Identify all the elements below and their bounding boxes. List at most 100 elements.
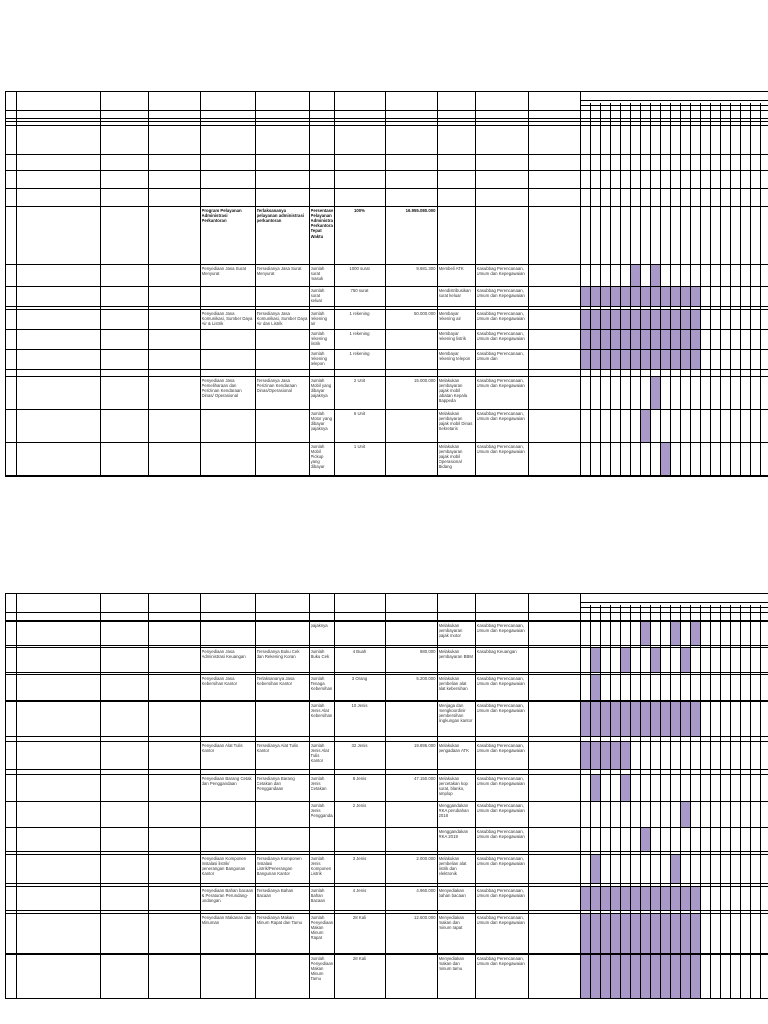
schedule-shade	[640, 286, 650, 306]
grid-line	[650, 103, 651, 476]
cell-ind: Jumlah Tenaga Kebersihan	[310, 675, 333, 691]
grid-line	[5, 309, 768, 310]
cell-pj: Kasubbag Perencanaan, Umum dan Kepegawai…	[476, 775, 525, 786]
grid-line	[5, 886, 768, 887]
cell-tgt: 10 Jenis	[351, 702, 368, 708]
schedule-shade	[590, 329, 600, 349]
grid-line	[5, 118, 768, 119]
cell-tgt: 1 rekening	[349, 310, 370, 316]
cell-act: Melakukan pembayaran BBM	[438, 648, 473, 659]
schedule-shade	[580, 329, 590, 349]
cell-tgt: 1000 surat	[349, 265, 370, 271]
schedule-shade	[660, 286, 670, 306]
cell-prog: Penyediaan Komponen Instalasi listrik/ p…	[201, 855, 247, 877]
schedule-shade	[610, 329, 620, 349]
cell-ind: Jumlah Bahan Bacaan	[310, 887, 326, 903]
schedule-shade	[630, 309, 640, 329]
cell-prog: Penyediaan Jasa Surat Menyurat	[201, 265, 246, 276]
grid-line	[528, 91, 529, 476]
cell-pj: Kasubbag Perencanaan, Umum dan Kepegawai…	[476, 855, 525, 866]
schedule-shade	[620, 309, 630, 329]
grid-line	[700, 103, 701, 476]
schedule-shade	[680, 801, 690, 827]
cell-pj: Kasubbag Perencanaan, Umum dan Kepegawai…	[476, 622, 525, 633]
cell-ind: Jumlah Motor yang dibayar pajaknya	[310, 410, 333, 432]
schedule-shade	[690, 349, 700, 369]
cell-ind: Persentase Pelayanan Administrasi Perkan…	[310, 207, 333, 239]
schedule-shade	[650, 954, 660, 998]
cell-tgt: 4 Buah	[352, 648, 367, 654]
grid-line	[760, 103, 761, 476]
cell-act: Melakukan pembelian alat alat kebersihan	[438, 675, 468, 691]
schedule-shade	[630, 701, 640, 736]
grid-line	[5, 125, 768, 126]
cell-prog: Penyediaan Bahan bacaan & Peraturan Peru…	[201, 887, 254, 903]
cell-out: Tersedianya Makan Minum Rapat dan Tamu	[256, 914, 303, 925]
schedule-shade	[690, 701, 700, 736]
schedule-shade	[690, 329, 700, 349]
schedule-shade	[620, 286, 630, 306]
cell-act: Melakukan pembayaran pajak mobil Operasi…	[438, 443, 463, 470]
schedule-shade	[680, 286, 690, 306]
grid-line	[5, 953, 768, 954]
grid-line	[580, 105, 768, 106]
cell-pj: Kasubbag Perencanaan, Umum dan Kepegawai…	[476, 702, 525, 713]
grid-line	[750, 103, 751, 476]
cell-tgt: 2 Unit	[353, 377, 366, 383]
cell-out: Tersedianya Jasa Surat Menyurat	[256, 265, 302, 276]
cell-pj: Kasubbag Perencanaan, Umum dan Kepegawai…	[476, 265, 525, 276]
grid-line	[5, 110, 768, 111]
schedule-shade	[630, 886, 640, 910]
cell-pj: Kasubbag Perencanaan, Umum dan Kepegawai…	[476, 914, 525, 925]
grid-line	[580, 91, 581, 476]
cell-ind: Jumlah Penyediaan Makan Minum Tamu	[310, 955, 333, 982]
grid-line	[740, 103, 741, 476]
schedule-shade	[640, 954, 650, 998]
grid-line	[334, 91, 335, 476]
schedule-shade	[590, 854, 600, 883]
cell-tgt: 3 Jenis	[352, 855, 367, 861]
schedule-shade	[600, 741, 610, 769]
grid-line	[5, 827, 768, 828]
cell-pj: Kasubbag Perencanaan, Umum dan Kepegawai…	[476, 742, 525, 753]
schedule-shade	[590, 954, 600, 998]
schedule-shade	[680, 309, 690, 329]
schedule-shade	[600, 701, 610, 736]
schedule-shade	[640, 349, 650, 369]
grid-line	[5, 854, 768, 855]
cell-out: Tersedianya Buku Cek dan Rekening Koran	[256, 648, 300, 659]
cell-ind: Jumlah Penyediaan Makan Minum Rapat	[310, 914, 333, 941]
cell-prog: Penyediaan Makanan dan Minuman	[201, 914, 252, 925]
schedule-shade	[640, 701, 650, 736]
cell-dana: 16.955.080.000	[405, 207, 436, 213]
grid-line	[5, 329, 768, 330]
schedule-shade	[630, 264, 640, 286]
grid-line	[385, 593, 386, 998]
cell-tgt: 8 Jenis	[352, 775, 367, 781]
grid-line	[590, 103, 591, 476]
grid-line	[670, 103, 671, 476]
cell-act: Menggandakan RKA perubahan 2018	[438, 802, 469, 818]
schedule-shade	[680, 701, 690, 736]
cell-tgt: 28 Kali	[352, 955, 367, 961]
cell-tgt: 2 Jenis	[352, 802, 367, 808]
cell-ind: Jumlah rekening telepon	[310, 350, 327, 366]
schedule-shade	[650, 286, 660, 306]
grid-line	[148, 91, 149, 476]
grid-line	[710, 103, 711, 476]
schedule-shade	[670, 286, 680, 306]
cell-out: Tersedianya Jasa Komunikasi, Sumber Daya…	[256, 310, 308, 326]
schedule-shade	[680, 913, 690, 953]
grid-line	[630, 103, 631, 476]
schedule-shade	[660, 886, 670, 910]
grid-line	[5, 674, 768, 675]
cell-dana: 50.000.000	[413, 310, 436, 316]
schedule-shade	[680, 886, 690, 910]
schedule-shade	[680, 349, 690, 369]
sheet-page-1: Program Pelayanan Administrasi Perkantor…	[0, 0, 768, 500]
schedule-shade	[670, 913, 680, 953]
cell-pj: Kasubbag Keuangan	[476, 648, 517, 654]
cell-ind: Jumlah Mobil yang dibayar pajaknya	[310, 377, 332, 399]
grid-line	[5, 774, 768, 775]
schedule-shade	[620, 349, 630, 369]
